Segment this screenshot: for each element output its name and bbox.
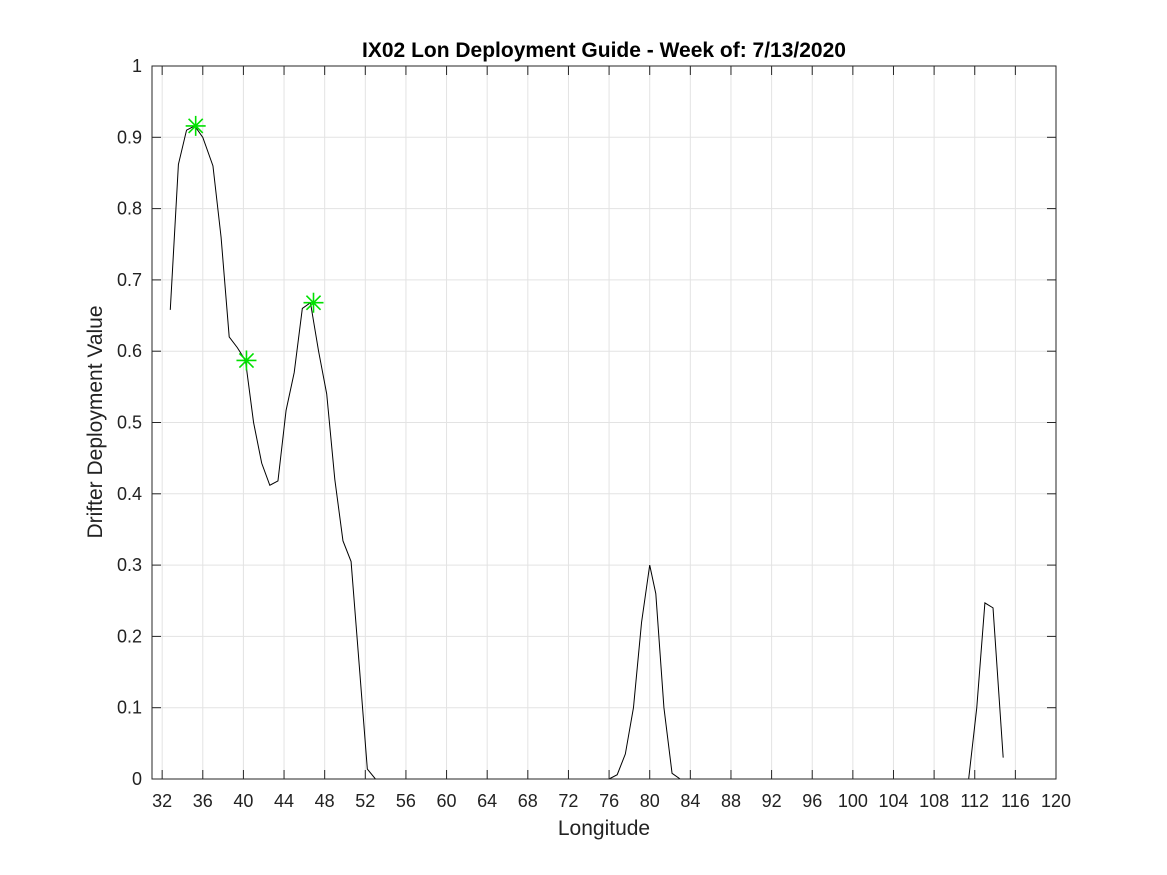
x-tick-label: 72 [558,791,578,811]
y-tick-label: 0.6 [117,341,142,361]
x-tick-label: 44 [274,791,294,811]
x-tick-label: 108 [919,791,949,811]
x-tick-label: 36 [193,791,213,811]
x-tick-label: 104 [878,791,908,811]
chart-title: IX02 Lon Deployment Guide - Week of: 7/1… [362,39,846,62]
x-tick-label: 80 [640,791,660,811]
peak-marker [303,292,324,313]
marker-stroke [238,352,255,369]
y-tick-labels: 0 0.1 0.2 0.3 0.4 0.5 0.6 0.7 0.8 0.9 1 [117,56,142,789]
marker-stroke [188,118,204,134]
y-axis-label: Drifter Deployment Value [84,305,107,538]
x-tick-label: 64 [477,791,497,811]
axes-frame [151,65,1057,780]
x-tick-label: 56 [396,791,416,811]
x-tick-label: 112 [960,791,989,811]
y-tick-label: 1 [132,56,142,76]
x-tick-label: 68 [518,791,538,811]
x-tick-label: 48 [315,791,335,811]
y-tick-label: 0.4 [117,484,142,504]
x-tick-label: 76 [599,791,619,811]
marker-stroke [305,295,322,311]
x-tick-label: 92 [762,791,782,811]
y-tick-label: 0.5 [117,413,142,433]
y-tick-label: 0.3 [117,555,142,575]
x-tick-label: 40 [233,791,253,811]
x-tick-label: 120 [1041,791,1071,811]
x-tick-label: 116 [1001,791,1030,811]
x-tick-labels: 32 36 40 44 48 52 56 60 64 68 72 76 80 84 88 92 96 100 104… [152,791,1071,811]
x-tick-label: 32 [152,791,172,811]
tick-marks [152,65,1057,780]
peak-marker [236,350,257,371]
x-tick-label: 100 [838,791,868,811]
x-tick-label: 96 [802,791,822,811]
x-tick-label: 52 [355,791,375,811]
peak-marker [185,115,206,136]
x-tick-label: 84 [680,791,700,811]
y-tick-label: 0 [132,769,142,789]
x-tick-label: 60 [437,791,457,811]
y-tick-label: 0.7 [117,270,142,290]
x-tick-label: 88 [721,791,741,811]
x-axis-label: Longitude [558,817,650,840]
peak-markers [185,115,324,371]
y-tick-label: 0.1 [117,698,142,718]
y-tick-label: 0.9 [117,127,142,147]
y-tick-label: 0.8 [117,199,142,219]
y-tick-label: 0.2 [117,626,142,646]
